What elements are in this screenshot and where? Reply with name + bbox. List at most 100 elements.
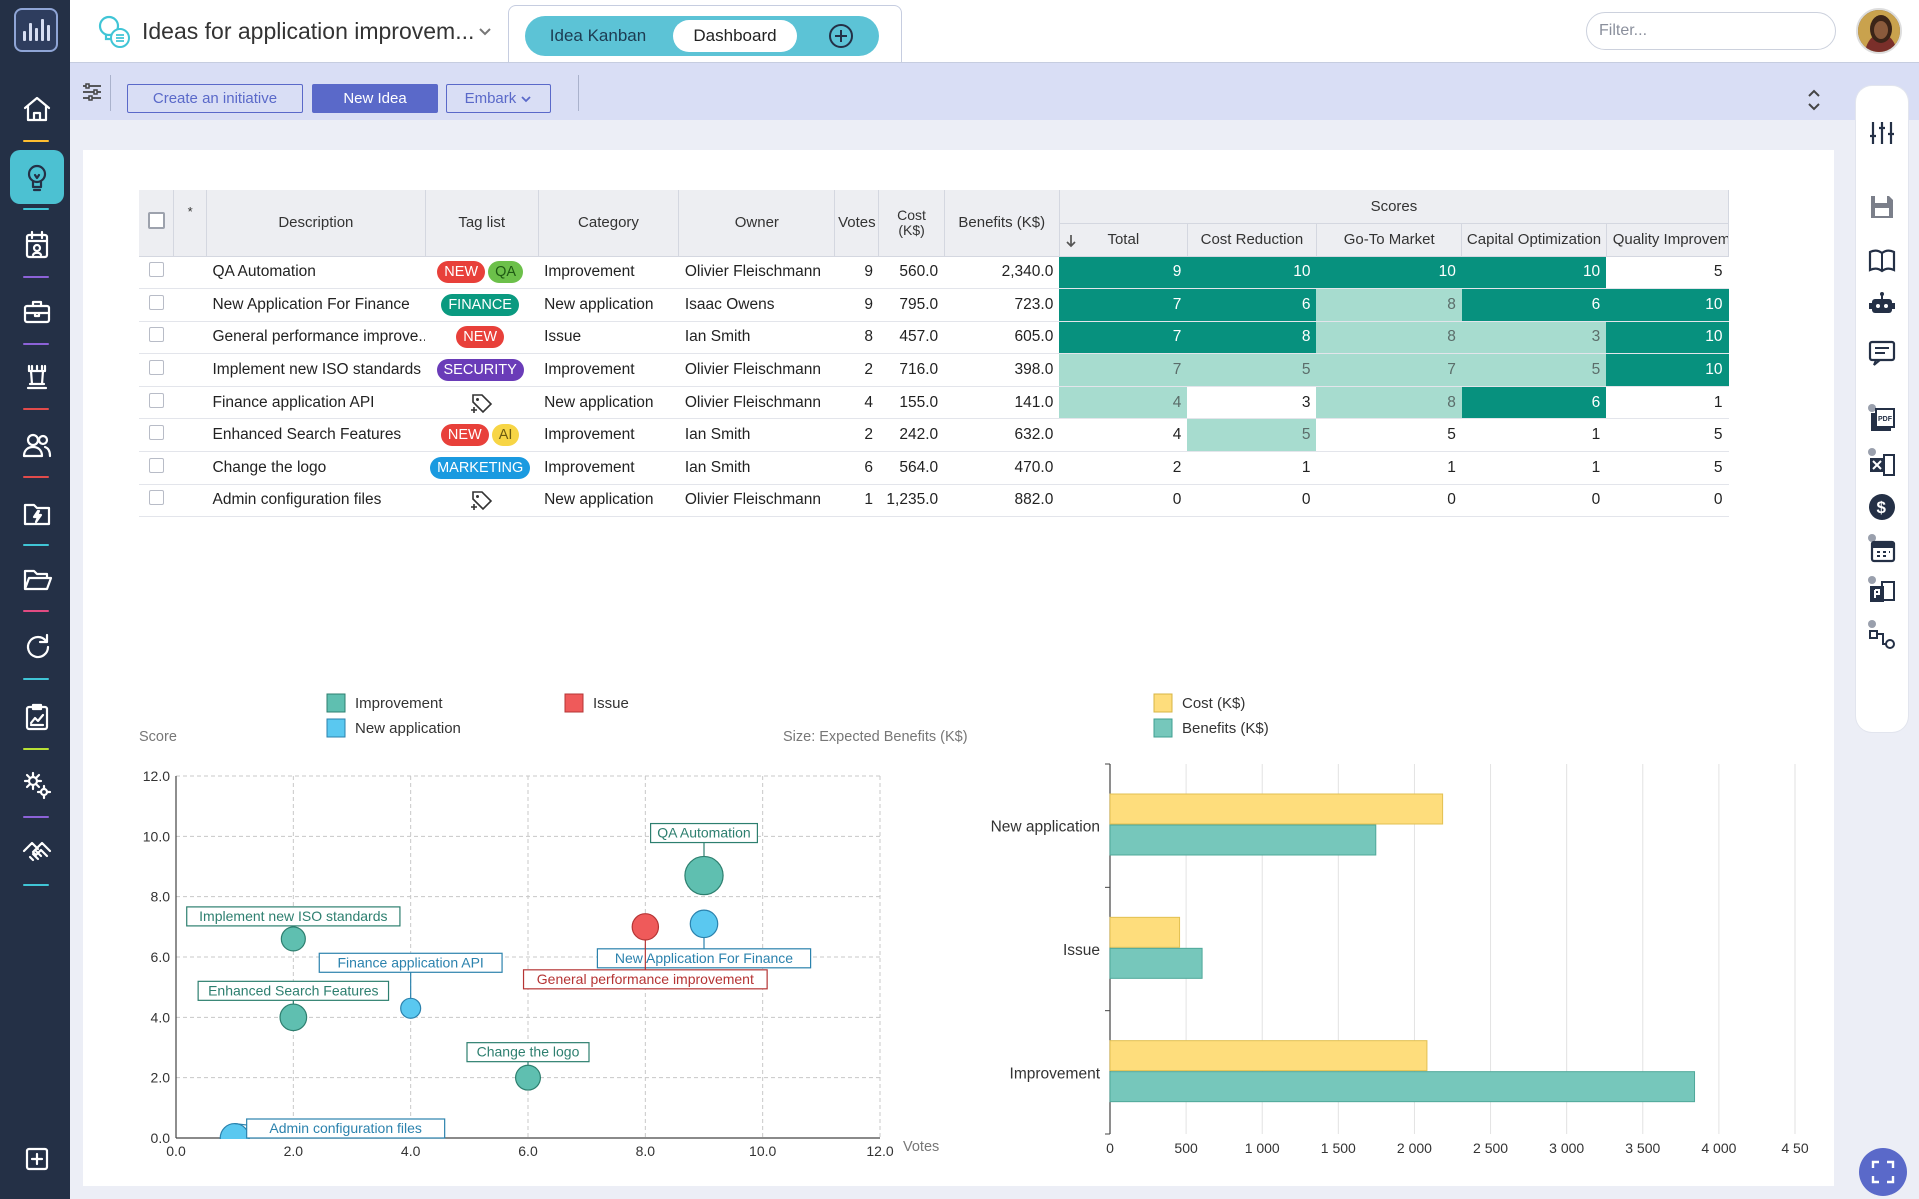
new-idea-button[interactable]: New Idea <box>312 84 438 113</box>
score-go-to-market-cell[interactable]: 8 <box>1316 288 1462 322</box>
benefits-cell[interactable]: 398.0 <box>944 353 1060 387</box>
tags-cell[interactable]: NEW QA <box>425 256 539 290</box>
description-cell[interactable]: Implement new ISO standards <box>206 353 426 387</box>
votes-cell[interactable]: 4 <box>834 386 879 420</box>
dollar-icon[interactable]: $ <box>1867 492 1897 522</box>
column-header-cost[interactable]: Cost (K$) <box>878 190 945 257</box>
row-checkbox[interactable] <box>148 262 164 278</box>
row-select-cell[interactable] <box>139 321 174 355</box>
votes-cell[interactable]: 9 <box>834 288 879 322</box>
table-row[interactable]: Finance application API New application Ol… <box>139 386 1729 420</box>
tag-badge[interactable]: QA <box>488 261 524 284</box>
score-cost-reduction-cell[interactable]: 3 <box>1187 386 1317 420</box>
score-total-cell[interactable]: 9 <box>1059 256 1188 290</box>
score-capital-optimization-cell[interactable]: 6 <box>1461 386 1607 420</box>
benefits-cell[interactable]: 632.0 <box>944 418 1060 453</box>
table-row[interactable]: Change the logo MARKETING Improvement Ian S… <box>139 451 1729 485</box>
sidebar-item-folder-open[interactable] <box>10 552 64 606</box>
score-capital-optimization-cell[interactable]: 6 <box>1461 288 1607 322</box>
tag-badge[interactable]: AI <box>491 424 520 447</box>
sidebar-item-chess-rook[interactable] <box>10 350 64 404</box>
column-header-votes[interactable]: Votes <box>834 190 880 257</box>
score-total-cell[interactable]: 7 <box>1059 321 1188 355</box>
score-total-cell[interactable]: 4 <box>1059 418 1188 453</box>
cost-cell[interactable]: 155.0 <box>878 386 945 420</box>
score-total-cell[interactable]: 7 <box>1059 353 1188 387</box>
votes-cell[interactable]: 8 <box>834 321 879 355</box>
sliders-icon[interactable] <box>80 80 104 104</box>
expand-collapse-icon[interactable] <box>1805 85 1823 115</box>
category-cell[interactable]: Issue <box>538 321 679 355</box>
category-cell[interactable]: Improvement <box>538 451 679 485</box>
score-cost-reduction-cell[interactable]: 0 <box>1187 484 1317 518</box>
description-cell[interactable]: Admin configuration files <box>206 484 426 518</box>
row-checkbox[interactable] <box>148 392 164 408</box>
row-checkbox[interactable] <box>148 360 164 376</box>
column-header-total[interactable]: Total <box>1059 223 1188 257</box>
description-cell[interactable]: Finance application API <box>206 386 426 420</box>
export-project-icon[interactable] <box>1867 576 1897 606</box>
score-capital-optimization-cell[interactable]: 3 <box>1461 321 1607 355</box>
votes-cell[interactable]: 1 <box>834 484 879 518</box>
row-select-cell[interactable] <box>139 484 174 518</box>
calendar-export-icon[interactable] <box>1867 534 1897 564</box>
score-quality-improvement-cell[interactable]: 0 <box>1606 484 1729 518</box>
score-go-to-market-cell[interactable]: 10 <box>1316 256 1462 290</box>
column-header-owner[interactable]: Owner <box>678 190 836 257</box>
score-cost-reduction-cell[interactable]: 8 <box>1187 321 1317 355</box>
sidebar-item-lightbulb[interactable] <box>10 150 64 204</box>
sidebar-item-plus-square[interactable] <box>10 1132 64 1186</box>
benefits-cell[interactable]: 2,340.0 <box>944 256 1060 290</box>
chevron-down-icon[interactable] <box>474 20 496 42</box>
cost-cell[interactable]: 560.0 <box>878 256 945 290</box>
category-cell[interactable]: New application <box>538 484 679 518</box>
benefits-cell[interactable]: 470.0 <box>944 451 1060 485</box>
column-header-quality-improvement[interactable]: Quality Improveme <box>1606 223 1730 257</box>
robot-icon[interactable] <box>1867 290 1897 320</box>
score-go-to-market-cell[interactable]: 0 <box>1316 484 1462 518</box>
votes-cell[interactable]: 6 <box>834 451 879 485</box>
workflow-settings-icon[interactable] <box>1867 620 1897 650</box>
row-checkbox[interactable] <box>148 327 164 343</box>
sidebar-item-calendar[interactable] <box>10 218 64 272</box>
add-tag-icon[interactable] <box>469 488 495 512</box>
sidebar-item-people[interactable] <box>10 418 64 472</box>
score-capital-optimization-cell[interactable]: 5 <box>1461 353 1607 387</box>
score-quality-improvement-cell[interactable]: 5 <box>1606 451 1729 485</box>
category-cell[interactable]: New application <box>538 288 679 322</box>
row-checkbox[interactable] <box>148 425 164 441</box>
add-tab-icon[interactable] <box>827 22 855 50</box>
column-header-capital-optimization[interactable]: Capital Optimization <box>1461 223 1607 257</box>
score-cost-reduction-cell[interactable]: 10 <box>1187 256 1317 290</box>
owner-cell[interactable]: Olivier Fleischmann <box>678 256 835 290</box>
tab-idea-kanban[interactable]: Idea Kanban <box>549 26 647 45</box>
score-quality-improvement-cell[interactable]: 5 <box>1606 418 1729 453</box>
tag-badge[interactable]: NEW <box>437 261 486 284</box>
tags-cell[interactable] <box>425 386 539 420</box>
tag-badge[interactable]: FINANCE <box>441 293 519 316</box>
column-header-star[interactable]: * <box>173 190 207 257</box>
score-cost-reduction-cell[interactable]: 5 <box>1187 353 1317 387</box>
votes-cell[interactable]: 2 <box>834 353 879 387</box>
tag-badge[interactable]: NEW <box>440 424 489 447</box>
sidebar-item-cycle[interactable] <box>10 620 64 674</box>
owner-cell[interactable]: Isaac Owens <box>678 288 835 322</box>
owner-cell[interactable]: Ian Smith <box>678 451 835 485</box>
row-select-cell[interactable] <box>139 288 174 322</box>
score-capital-optimization-cell[interactable]: 0 <box>1461 484 1607 518</box>
table-row[interactable]: Admin configuration files New application… <box>139 484 1729 518</box>
save-icon[interactable] <box>1867 192 1897 222</box>
table-row[interactable]: Enhanced Search Features NEW AI Improvement… <box>139 418 1729 453</box>
score-cost-reduction-cell[interactable]: 1 <box>1187 451 1317 485</box>
owner-cell[interactable]: Ian Smith <box>678 418 835 453</box>
comment-icon[interactable] <box>1867 338 1897 368</box>
sidebar-item-clipboard-chart[interactable] <box>10 690 64 744</box>
owner-cell[interactable]: Olivier Fleischmann <box>678 353 835 387</box>
table-row[interactable]: General performance improve... NEW Issue Ia… <box>139 321 1729 355</box>
owner-cell[interactable]: Ian Smith <box>678 321 835 355</box>
votes-cell[interactable]: 9 <box>834 256 879 290</box>
column-header-category[interactable]: Category <box>538 190 680 257</box>
app-logo-icon[interactable] <box>14 8 58 52</box>
score-capital-optimization-cell[interactable]: 10 <box>1461 256 1607 290</box>
score-quality-improvement-cell[interactable]: 10 <box>1606 353 1729 387</box>
